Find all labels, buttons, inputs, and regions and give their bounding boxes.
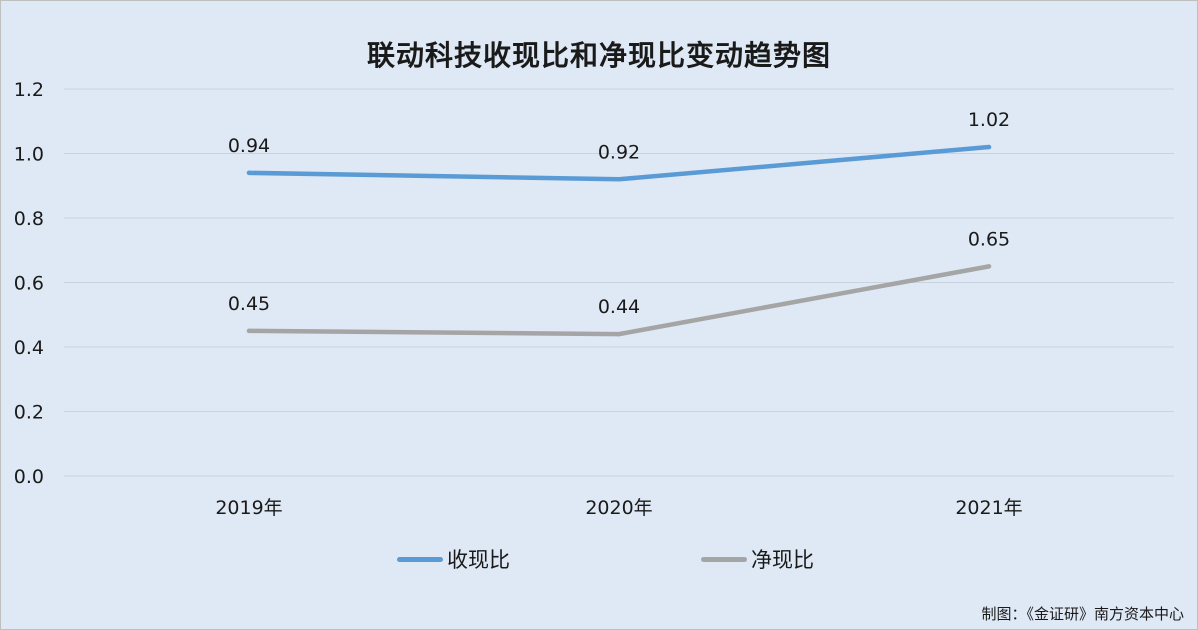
- data-label: 0.94: [228, 135, 270, 157]
- chart-title: 联动科技收现比和净现比变动趋势图: [366, 39, 831, 72]
- data-point[interactable]: [246, 170, 252, 176]
- data-point[interactable]: [246, 328, 252, 334]
- data-point[interactable]: [616, 177, 622, 182]
- x-axis-tick-labels: 2019年 2020年 2021年: [215, 497, 1022, 519]
- legend: 收现比 净现比: [0, 544, 1198, 574]
- y-tick-label: 0.6: [14, 273, 44, 295]
- legend-item-series-2[interactable]: 净现比: [701, 544, 814, 574]
- data-point[interactable]: [616, 331, 622, 337]
- x-tick-label: 2019年: [215, 497, 282, 519]
- legend-label-series-2: 净现比: [751, 548, 814, 572]
- x-tick-label: 2021年: [955, 497, 1022, 519]
- y-tick-label: 0.0: [14, 466, 44, 488]
- legend-label-series-1: 收现比: [447, 548, 510, 572]
- gridlines: [64, 88, 1174, 477]
- source-note: 制图：《金证研》南方资本中心: [981, 605, 1184, 623]
- data-label: 1.02: [968, 109, 1010, 131]
- data-label: 0.45: [228, 293, 270, 315]
- data-label: 0.44: [598, 296, 640, 318]
- y-tick-label: 1.0: [14, 144, 44, 166]
- data-label: 0.92: [598, 141, 640, 163]
- legend-swatch-series-2: [701, 556, 747, 562]
- y-tick-label: 0.4: [14, 337, 44, 359]
- legend-swatch-series-1: [397, 556, 443, 562]
- data-point[interactable]: [986, 144, 992, 150]
- y-tick-label: 0.2: [14, 402, 44, 424]
- data-point[interactable]: [986, 264, 992, 269]
- x-tick-label: 2020年: [585, 497, 652, 519]
- data-label: 0.65: [968, 228, 1010, 250]
- y-tick-label: 1.2: [14, 79, 44, 101]
- legend-item-series-1[interactable]: 收现比: [397, 544, 510, 574]
- y-axis-tick-labels: 0.0 0.2 0.4 0.6 0.8 1.0 1.2: [14, 79, 44, 488]
- data-labels: 0.94 0.92 1.02 0.45 0.44 0.65: [228, 109, 1010, 318]
- series-lines: [246, 144, 992, 337]
- y-tick-label: 0.8: [14, 208, 44, 230]
